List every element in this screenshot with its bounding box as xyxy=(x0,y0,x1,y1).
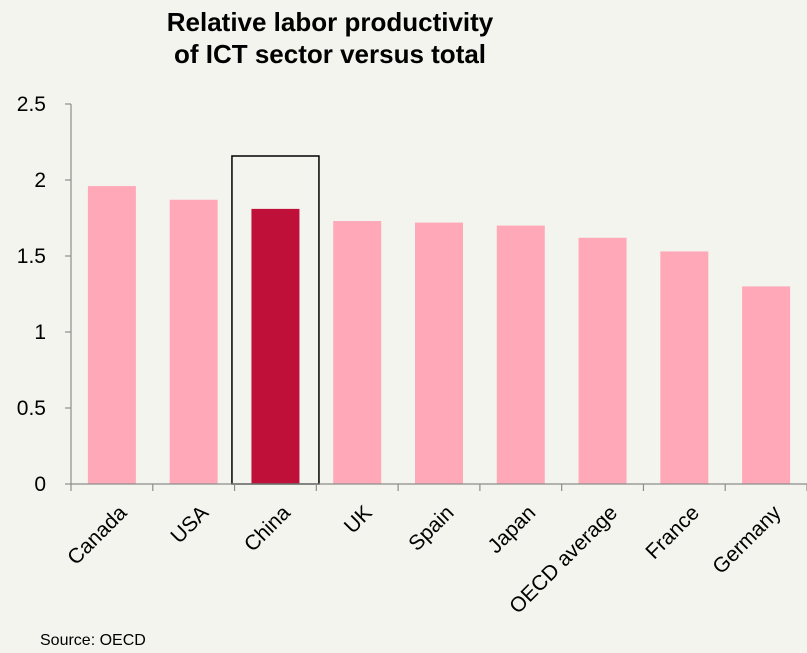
x-tick-label-uk: UK xyxy=(340,501,377,538)
bar-spain xyxy=(415,222,463,484)
chart-title: Relative labor productivity of ICT secto… xyxy=(0,6,660,70)
bar-usa xyxy=(169,199,218,484)
x-tick-label-france: France xyxy=(641,501,703,563)
chart-title-line-1: Relative labor productivity xyxy=(166,7,494,37)
bar-germany xyxy=(742,286,791,484)
x-tick-label-germany: Germany xyxy=(708,501,786,579)
bar-china xyxy=(251,208,300,484)
x-tick-label-japan: Japan xyxy=(484,501,541,558)
x-tick-label-spain: Spain xyxy=(404,501,458,555)
y-tick-label: 1 xyxy=(34,321,46,344)
bar-uk xyxy=(333,221,382,485)
x-tick-label-china: China xyxy=(240,501,295,556)
y-tick-label: 0.5 xyxy=(17,397,46,420)
bar-canada xyxy=(87,186,136,484)
bar-france xyxy=(660,251,709,484)
bar-oecd-average xyxy=(578,237,627,484)
y-tick-label: 1.5 xyxy=(17,245,46,268)
y-tick-label: 0 xyxy=(34,473,46,496)
source-note: Source: OECD xyxy=(40,632,146,649)
chart-title-line-2: of ICT sector versus total xyxy=(173,39,487,69)
y-tick-label: 2 xyxy=(34,169,46,192)
axis-layer xyxy=(65,103,807,491)
x-tick-label-usa: USA xyxy=(166,501,213,548)
x-tick-label-canada: Canada xyxy=(63,501,132,570)
bars-layer xyxy=(87,186,791,485)
bar-japan xyxy=(496,225,545,484)
y-tick-label: 2.5 xyxy=(17,93,46,116)
